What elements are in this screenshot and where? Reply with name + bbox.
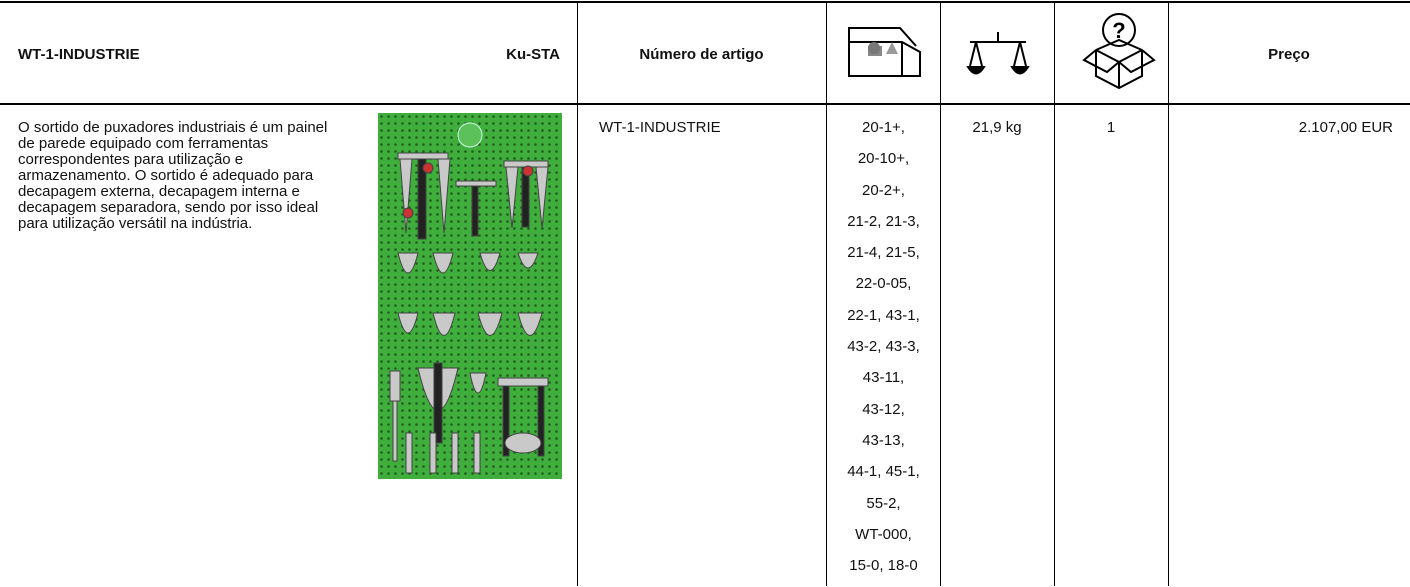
col-divider: [826, 104, 827, 586]
header-article: Número de artigo: [639, 46, 764, 63]
col-divider: [1054, 2, 1055, 104]
contents-line: 15-0, 18-0: [849, 557, 918, 575]
contents-line: 22-1, 43-1,: [847, 306, 920, 324]
weight: 21,9 kg: [972, 119, 1022, 136]
contents-line: 20-1+,: [862, 119, 905, 136]
contents-line: 21-2, 21-3,: [847, 212, 920, 230]
scale-icon: [966, 32, 1030, 75]
box-icon: [848, 27, 921, 77]
svg-text:?: ?: [1112, 18, 1125, 43]
contents-line: 44-1, 45-1,: [847, 463, 920, 481]
contents-line: 21-4, 21-5,: [847, 244, 920, 262]
col-divider: [577, 104, 578, 586]
top-border: [0, 1, 1410, 3]
header-price: Preço: [1268, 46, 1310, 63]
col-divider: [940, 2, 941, 104]
col-divider: [826, 2, 827, 104]
col-divider: [1168, 104, 1169, 586]
contents-list: 20-1+, 20-10+, 20-2+, 21-2, 21-3, 21-4, 21-5…: [827, 118, 940, 587]
contents-line: 43-13,: [862, 431, 905, 449]
header-title: WT-1-INDUSTRIE: [18, 46, 140, 63]
quantity: 1: [1106, 119, 1116, 136]
contents-line: 43-2, 43-3,: [847, 338, 920, 356]
col-divider: [1054, 104, 1055, 586]
contents-line: WT-000,: [855, 525, 912, 543]
contents-line: 20-2+,: [862, 181, 905, 199]
product-image: [378, 113, 562, 479]
contents-line: 55-2,: [866, 494, 901, 512]
price: 2.107,00 EUR: [1298, 119, 1393, 136]
col-divider: [577, 2, 578, 104]
box-question-icon: ?: [1082, 13, 1156, 90]
contents-line: 43-11,: [862, 369, 905, 387]
contents-line: 43-12,: [862, 400, 905, 418]
contents-line: 20-10+,: [857, 150, 910, 168]
contents-line: 22-0-05,: [855, 275, 912, 293]
header-border: [0, 103, 1410, 105]
article-number: WT-1-INDUSTRIE: [599, 119, 721, 136]
col-divider: [1168, 2, 1169, 104]
col-divider: [940, 104, 941, 586]
header-brand: Ku-STA: [506, 46, 560, 63]
description: O sortido de puxadores industriais é um …: [18, 119, 328, 232]
